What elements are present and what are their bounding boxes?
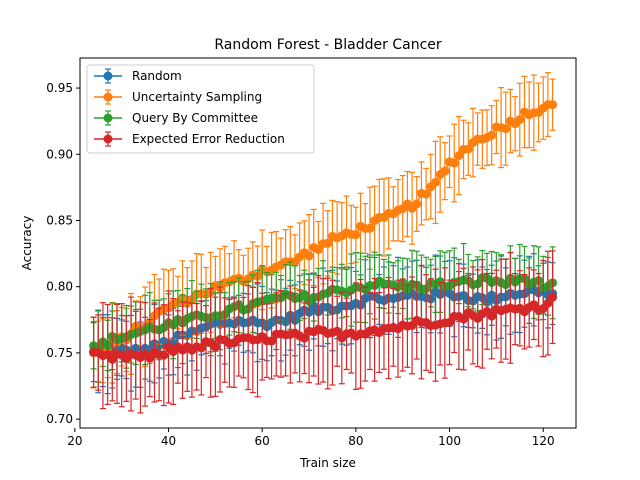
x-tick-label: 120 [532, 434, 555, 448]
y-tick-label: 0.90 [46, 147, 73, 161]
legend-marker [103, 134, 113, 144]
data-point [412, 199, 422, 209]
data-point [548, 100, 558, 110]
data-point [267, 336, 277, 346]
data-point [501, 124, 511, 134]
data-point [487, 130, 497, 140]
data-point [210, 342, 220, 352]
legend-item: Expected Error Reduction [94, 131, 285, 147]
data-point [487, 311, 497, 321]
x-tick-label: 80 [348, 434, 363, 448]
data-point [548, 292, 558, 302]
data-point [332, 326, 342, 336]
data-point [196, 343, 206, 353]
data-point [365, 223, 375, 233]
legend-label: Random [132, 69, 182, 83]
data-point [299, 333, 309, 343]
y-tick-label: 0.75 [46, 346, 73, 360]
series-expected-error-reduction [89, 250, 558, 414]
y-axis-ticks: 0.70 0.75 0.80 0.85 0.90 0.95 [46, 81, 80, 426]
data-point [159, 350, 169, 360]
data-point [515, 115, 525, 125]
legend-marker [103, 92, 113, 102]
data-point [459, 314, 469, 324]
legend-box [86, 64, 315, 154]
legend-item: Uncertainty Sampling [94, 89, 262, 105]
data-point [304, 251, 314, 261]
y-tick-label: 0.70 [46, 412, 73, 426]
data-point [440, 166, 450, 176]
x-tick-label: 100 [438, 434, 461, 448]
y-axis-label: Accuracy [20, 216, 34, 271]
data-point [323, 238, 333, 248]
data-point [351, 230, 361, 240]
data-point [421, 189, 431, 199]
legend-item: Random [94, 68, 182, 84]
legend-item: Query By Committee [94, 110, 258, 126]
data-point [449, 158, 459, 168]
x-tick-label: 60 [255, 434, 270, 448]
y-tick-label: 0.85 [46, 213, 73, 227]
data-point [454, 151, 464, 161]
y-tick-label: 0.80 [46, 280, 73, 294]
x-axis-ticks: 20 40 60 80 100 120 [67, 428, 555, 448]
plot-area-frame [79, 57, 577, 429]
y-tick-label: 0.95 [46, 81, 73, 95]
legend-label: Query By Committee [132, 111, 258, 125]
data-point [299, 289, 309, 299]
legend-marker [103, 71, 113, 81]
legend-label: Uncertainty Sampling [132, 90, 262, 104]
plot-series-layer [89, 72, 558, 414]
legend-label: Expected Error Reduction [132, 132, 285, 146]
data-point [430, 177, 440, 187]
data-point [463, 144, 473, 154]
x-axis-label: Train size [299, 456, 356, 470]
legend: Random Uncertainty Sampling Query By Commi… [86, 64, 315, 154]
legend-marker [103, 113, 113, 123]
x-tick-label: 20 [67, 434, 82, 448]
x-tick-label: 40 [161, 434, 176, 448]
chart-title: Random Forest - Bladder Cancer [214, 37, 442, 53]
